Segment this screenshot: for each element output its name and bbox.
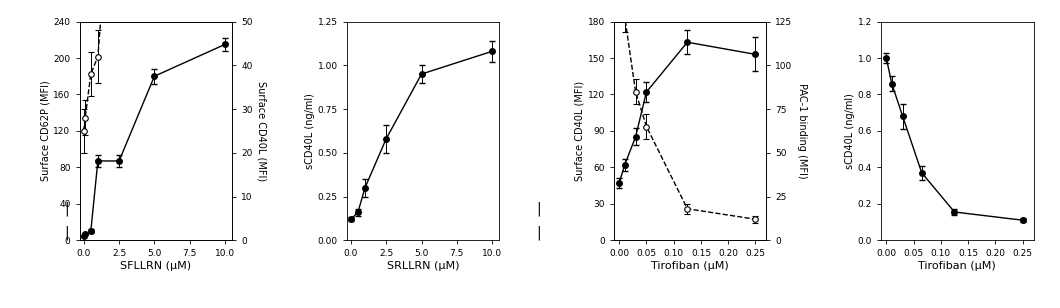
Text: |: | [65,201,69,216]
Text: |: | [536,226,541,240]
X-axis label: SRLLRN (μM): SRLLRN (μM) [387,261,459,271]
Y-axis label: PAC-1 binding (MFI): PAC-1 binding (MFI) [797,83,807,179]
X-axis label: SFLLRN (μM): SFLLRN (μM) [120,261,192,271]
Y-axis label: Surface CD62P (MFI): Surface CD62P (MFI) [40,80,51,181]
X-axis label: Tirofiban (μM): Tirofiban (μM) [918,261,996,271]
Text: |: | [536,201,541,216]
Y-axis label: sCD40L (ng/ml): sCD40L (ng/ml) [304,93,315,169]
Y-axis label: Surface CD40L (MFI): Surface CD40L (MFI) [575,81,585,181]
Text: |: | [65,226,69,240]
X-axis label: Tirofiban (μM): Tirofiban (μM) [651,261,729,271]
Y-axis label: Surface CD40L (MFI): Surface CD40L (MFI) [257,81,267,181]
Y-axis label: sCD40L (ng/ml): sCD40L (ng/ml) [845,93,854,169]
